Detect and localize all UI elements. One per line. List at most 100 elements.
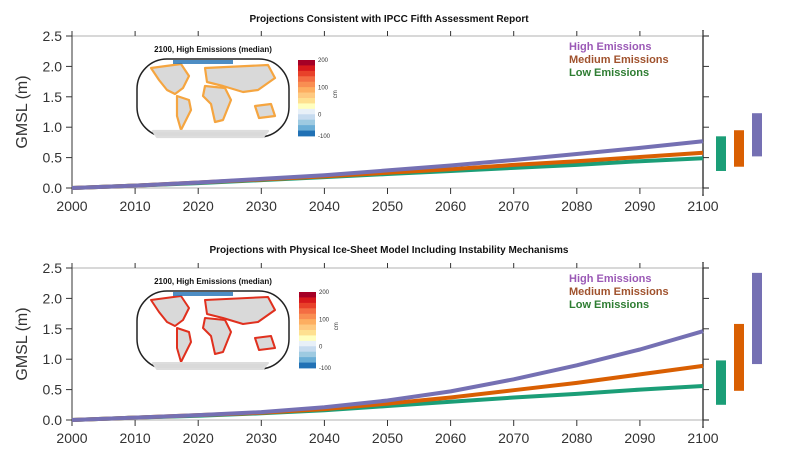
colorbar-segment [299, 302, 316, 309]
y-tick-label: 1.5 [43, 321, 63, 337]
y-axis-label: GMSL (m) [14, 307, 31, 380]
arctic-band [173, 292, 233, 296]
colorbar-tick-label: 200 [318, 58, 329, 64]
colorbar-segment [299, 351, 316, 358]
chart-panel-1: Projections Consistent with IPCC Fifth A… [14, 14, 762, 214]
colorbar-tick-label: 100 [318, 85, 329, 91]
legend-entry-medium-emissions: Medium Emissions [569, 286, 669, 298]
legend-entry-low-emissions: Low Emissions [569, 67, 649, 79]
y-tick-label: 2.5 [43, 260, 63, 276]
colorbar-unit: cm [334, 322, 340, 330]
continent-shape [150, 295, 190, 327]
colorbar-segment [299, 319, 316, 325]
x-tick-label: 2050 [372, 430, 403, 446]
y-tick-label: 2.0 [43, 58, 63, 74]
colorbar-segment [298, 125, 315, 131]
x-tick-label: 2010 [120, 198, 151, 214]
continent-shape [253, 102, 277, 120]
colorbar-segment [298, 119, 315, 126]
x-tick-label: 2000 [56, 198, 87, 214]
range-bar-low-emissions [716, 360, 726, 405]
series-line-high-emissions [71, 329, 704, 422]
colorbar-segment [299, 340, 316, 347]
y-tick-label: 0.5 [43, 382, 63, 398]
colorbar-segment [299, 292, 316, 298]
colorbar-tick-label: -100 [319, 366, 332, 372]
x-tick-label: 2020 [183, 198, 214, 214]
colorbar-segment [299, 324, 316, 331]
continent-shape [176, 327, 192, 363]
y-tick-label: 0.0 [43, 180, 63, 196]
colorbar-tick-label: 0 [319, 345, 323, 351]
colorbar-tick-label: 100 [319, 317, 330, 323]
y-tick-label: 0.0 [43, 412, 63, 428]
range-bar-high-emissions [752, 113, 762, 157]
colorbar-segment [298, 98, 315, 104]
colorbar-tick-label: 200 [319, 290, 330, 296]
continent-shape [151, 129, 270, 139]
x-tick-label: 2080 [561, 430, 592, 446]
inset-title: 2100, High Emissions (median) [154, 45, 272, 54]
range-bar-medium-emissions [734, 323, 744, 391]
x-tick-label: 2070 [498, 198, 529, 214]
colorbar-segment [299, 362, 316, 369]
colorbar-segment [298, 87, 315, 93]
colorbar-segment [298, 60, 315, 66]
colorbar-segment [299, 297, 316, 304]
colorbar-segment [298, 92, 315, 99]
continent-shape [152, 362, 269, 370]
x-tick-label: 2070 [498, 430, 529, 446]
y-tick-label: 2.5 [43, 28, 63, 44]
x-tick-label: 2080 [561, 198, 592, 214]
x-tick-label: 2060 [435, 430, 466, 446]
inset-map: 2100, High Emissions (median) 200 100 0 -100… [136, 277, 340, 372]
y-tick-label: 1.0 [43, 119, 63, 135]
continent-shape [201, 84, 233, 124]
inset-title: 2100, High Emissions (median) [154, 277, 272, 286]
colorbar-segment [299, 335, 316, 342]
x-tick-label: 2030 [246, 198, 277, 214]
legend-entry-high-emissions: High Emissions [569, 273, 652, 285]
x-tick-label: 2040 [309, 430, 340, 446]
continent-shape [204, 296, 276, 325]
colorbar-tick-label: 0 [318, 113, 322, 119]
continent-shape [203, 63, 277, 94]
x-tick-label: 2040 [309, 198, 340, 214]
chart-title: Projections Consistent with IPCC Fifth A… [249, 14, 529, 25]
x-tick-label: 2050 [372, 198, 403, 214]
legend-entry-medium-emissions: Medium Emissions [569, 54, 669, 66]
y-tick-label: 1.5 [43, 89, 63, 105]
colorbar-segment [299, 346, 316, 353]
chart-title: Projections with Physical Ice-Sheet Mode… [210, 245, 569, 256]
y-tick-label: 1.0 [43, 351, 63, 367]
colorbar-segment [299, 330, 316, 336]
colorbar-segment [298, 103, 315, 110]
continent-shape [149, 62, 191, 96]
colorbar-segment [299, 357, 316, 363]
x-tick-label: 2100 [687, 198, 718, 214]
colorbar-segment [299, 313, 316, 320]
colorbar-segment [298, 70, 315, 77]
colorbar-segment [298, 81, 315, 88]
range-bar-high-emissions [752, 272, 762, 365]
colorbar-segment [298, 114, 315, 121]
y-tick-label: 0.5 [43, 150, 63, 166]
chart-panel-2: Projections with Physical Ice-Sheet Mode… [14, 245, 762, 446]
inset-map: 2100, High Emissions (median) 200 100 0 -100… [136, 45, 339, 140]
series-line-high-emissions [71, 139, 704, 190]
continent-shape [254, 335, 276, 351]
x-tick-label: 2020 [183, 430, 214, 446]
y-axis-label: GMSL (m) [14, 75, 31, 148]
y-tick-label: 2.0 [43, 290, 63, 306]
legend-entry-low-emissions: Low Emissions [569, 299, 649, 311]
range-bar-medium-emissions [734, 130, 744, 167]
colorbar-segment [299, 308, 316, 315]
colorbar-segment [298, 65, 315, 72]
arctic-band [173, 60, 233, 64]
x-tick-label: 2030 [246, 430, 277, 446]
legend-entry-high-emissions: High Emissions [569, 41, 652, 53]
continent-shape [202, 317, 232, 355]
colorbar-segment [298, 76, 315, 83]
range-bar-low-emissions [716, 136, 726, 171]
